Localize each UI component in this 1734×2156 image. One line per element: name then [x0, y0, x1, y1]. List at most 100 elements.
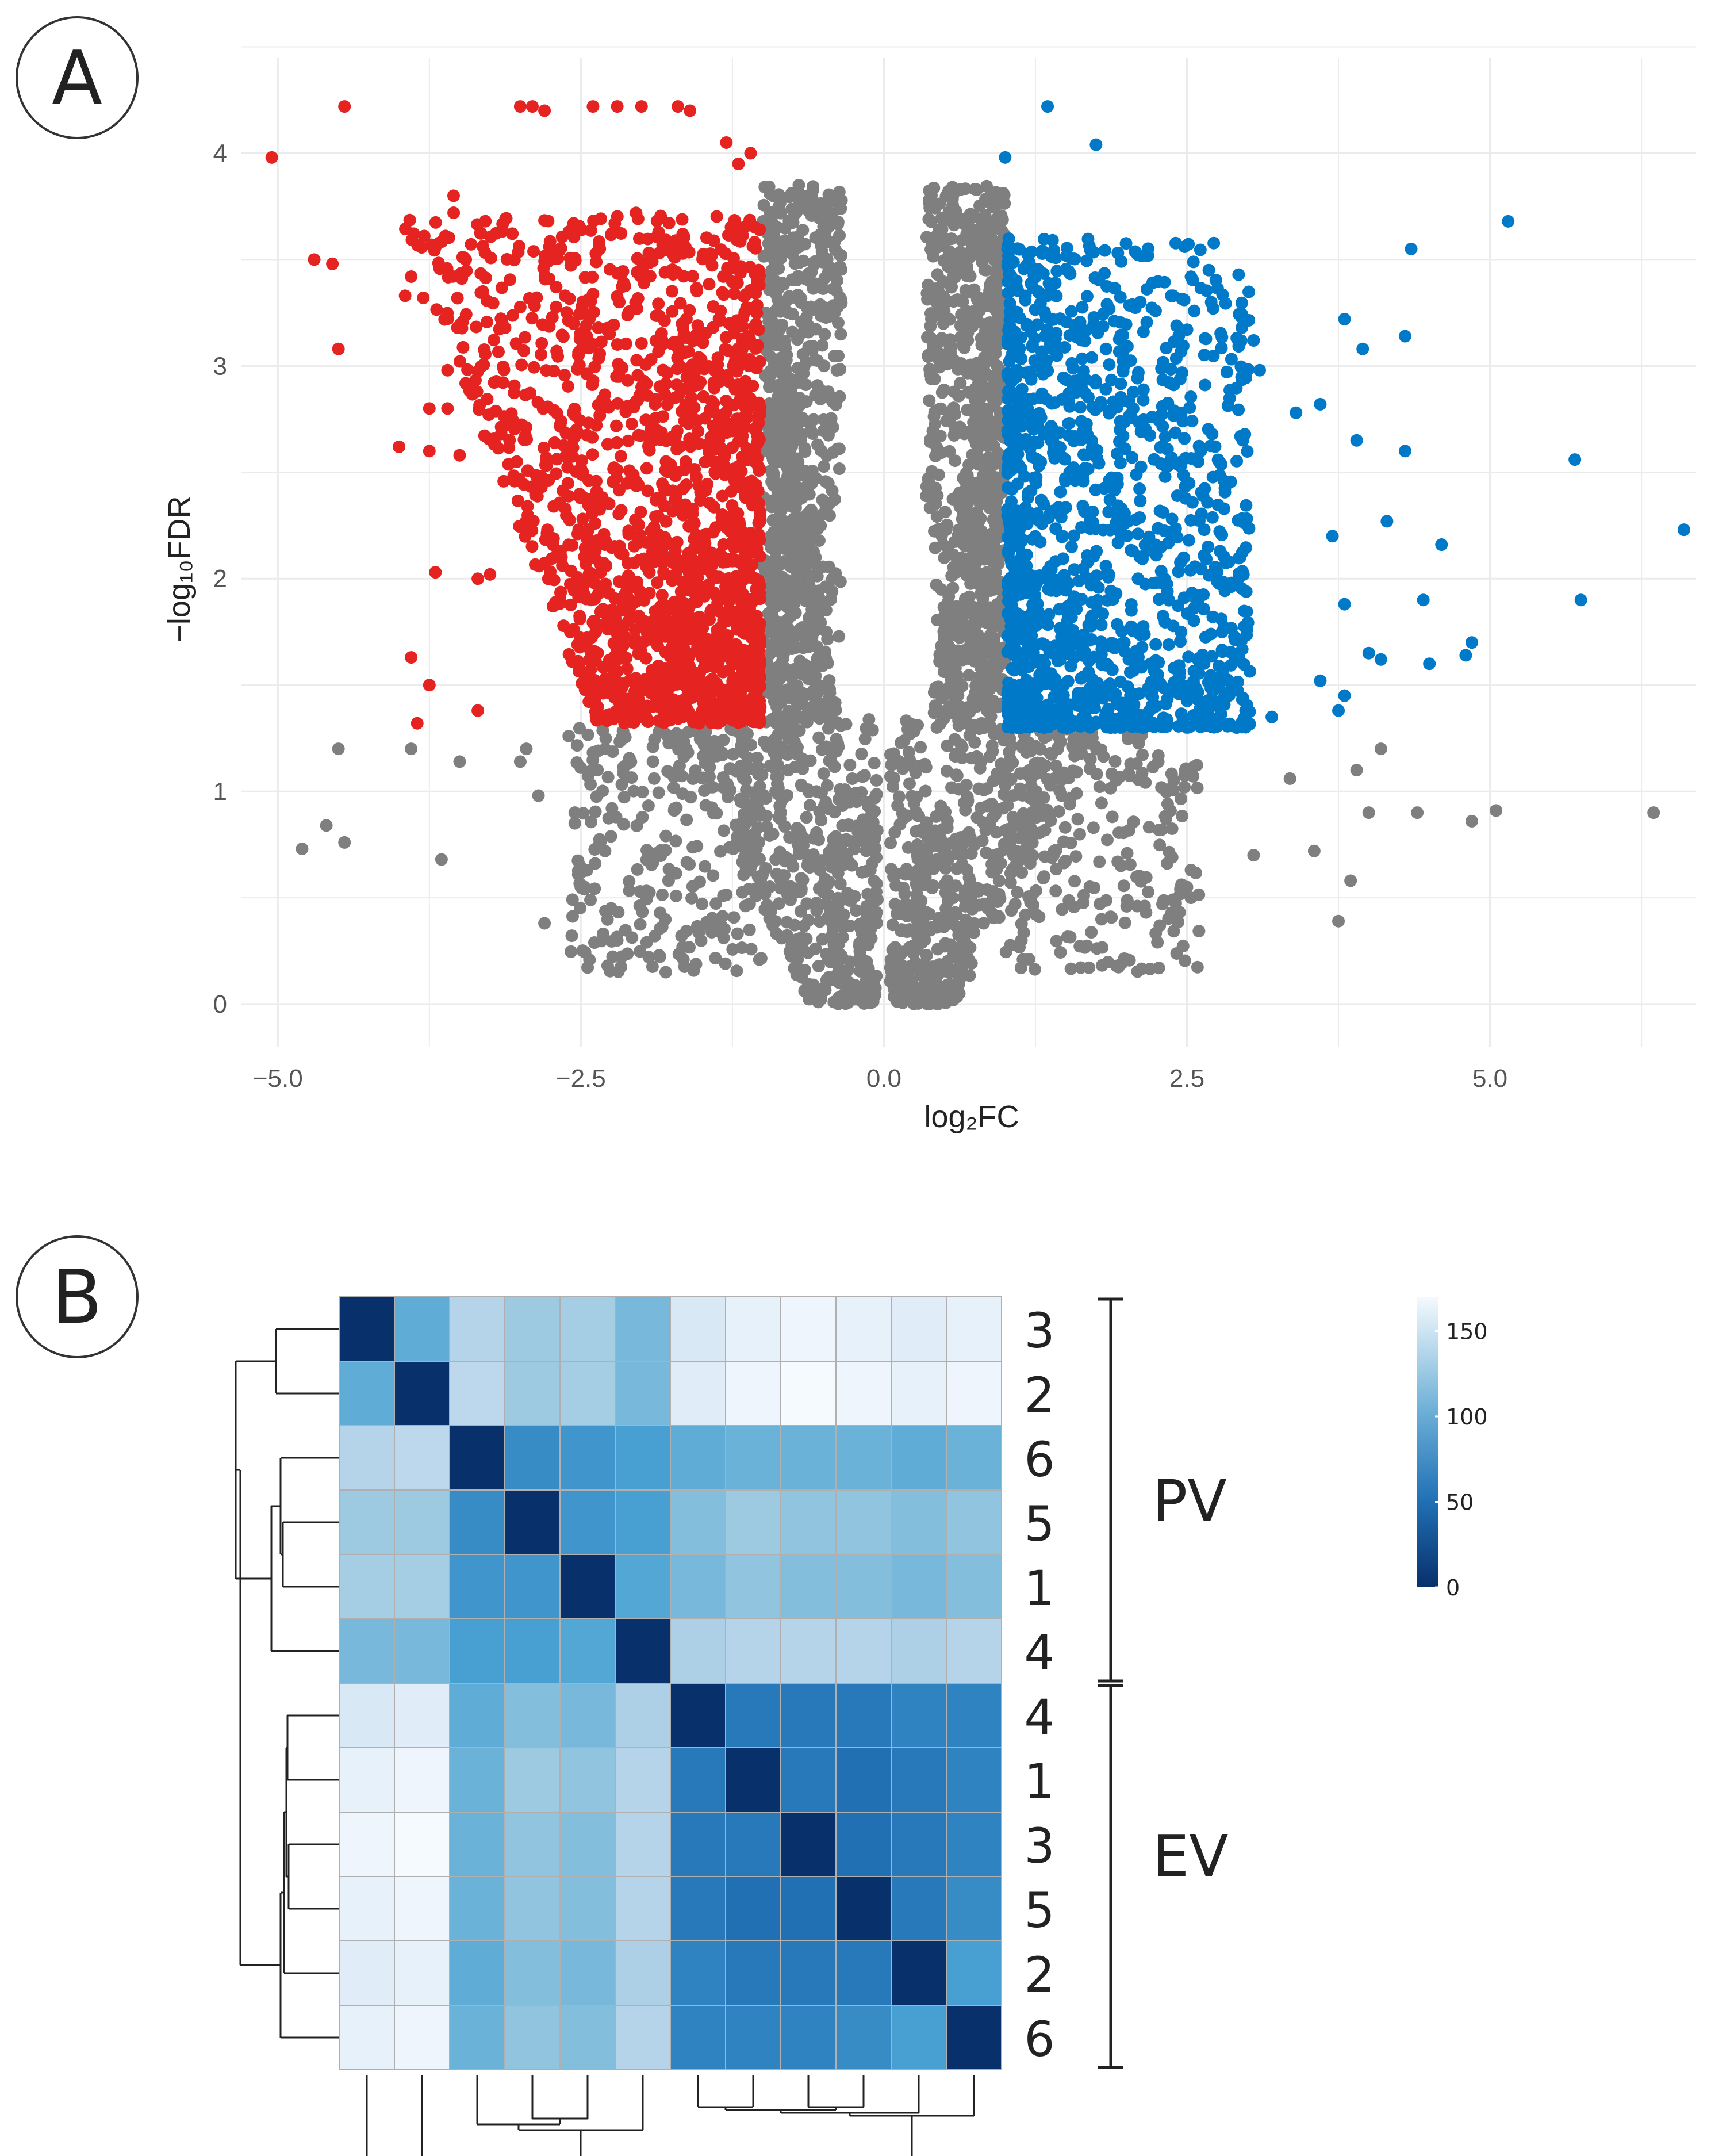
- down-point: [590, 485, 603, 498]
- ns-point: [886, 758, 899, 771]
- ns-point: [781, 888, 794, 901]
- ns-point: [1004, 939, 1017, 952]
- ns-point: [696, 897, 709, 910]
- ns-point: [910, 848, 923, 861]
- down-point: [474, 267, 488, 280]
- down-point: [499, 212, 512, 225]
- down-point: [738, 673, 751, 686]
- down-point: [710, 571, 723, 584]
- down-point: [635, 336, 648, 350]
- ns-point: [817, 424, 830, 438]
- ns-point: [965, 208, 978, 221]
- ns-point: [864, 826, 877, 839]
- ns-point: [794, 905, 807, 918]
- ns-point: [956, 362, 969, 376]
- ns-point: [1191, 960, 1204, 974]
- ns-point: [945, 280, 958, 293]
- down-point: [608, 217, 622, 230]
- down-point: [720, 426, 733, 439]
- down-point: [657, 617, 670, 630]
- ns-point: [987, 664, 1000, 677]
- ns-point: [1052, 805, 1065, 818]
- down-point: [520, 432, 534, 446]
- ns-point: [792, 458, 805, 472]
- volcano-points: [265, 100, 1690, 979]
- ns-point: [914, 741, 927, 754]
- down-point: [528, 558, 542, 571]
- ns-point: [589, 805, 602, 818]
- ns-point: [884, 836, 897, 849]
- ns-point: [734, 837, 747, 850]
- down-point: [567, 231, 581, 244]
- ns-point: [1094, 897, 1107, 910]
- ns-point: [813, 281, 826, 294]
- down-point: [615, 227, 628, 240]
- ns-point: [749, 890, 762, 903]
- ns-point: [900, 714, 913, 727]
- ns-point: [834, 363, 847, 376]
- down-point: [407, 227, 420, 240]
- ns-point: [1090, 942, 1103, 955]
- down-point: [700, 527, 713, 541]
- down-point: [403, 213, 416, 227]
- down-point: [722, 592, 735, 606]
- ns-point: [924, 312, 938, 325]
- ns-point: [680, 813, 693, 826]
- up-point: [1215, 528, 1229, 541]
- ns-point: [1004, 753, 1017, 766]
- down-point: [649, 412, 662, 425]
- ns-point: [792, 527, 805, 540]
- down-point: [717, 702, 730, 715]
- ns-point: [954, 551, 967, 564]
- down-point: [604, 228, 617, 242]
- ns-point: [1057, 766, 1071, 779]
- ns-point: [984, 629, 997, 642]
- ns-point: [792, 432, 805, 445]
- ns-point: [964, 577, 977, 590]
- ns-point: [1064, 930, 1077, 944]
- down-point: [497, 474, 511, 488]
- ns-point: [823, 219, 837, 232]
- ns-point: [806, 427, 819, 441]
- ns-point: [772, 200, 785, 213]
- ns-point: [604, 964, 617, 978]
- ns-point: [684, 791, 697, 804]
- ns-point: [903, 777, 916, 790]
- down-point: [442, 231, 455, 244]
- down-point: [695, 682, 708, 695]
- ns-point: [703, 770, 716, 783]
- down-point: [623, 606, 636, 619]
- down-point: [753, 550, 766, 563]
- up-point: [1159, 698, 1172, 711]
- ns-point: [937, 383, 950, 396]
- ns-point: [895, 962, 908, 975]
- down-point: [589, 545, 602, 558]
- down-point: [622, 399, 635, 412]
- ns-point: [924, 372, 938, 385]
- ns-point: [659, 913, 672, 926]
- down-point: [747, 320, 761, 334]
- ns-point: [962, 526, 975, 539]
- ns-point: [781, 929, 794, 942]
- down-point: [535, 336, 548, 350]
- ns-point: [735, 941, 749, 955]
- ns-point: [924, 189, 938, 202]
- ns-point: [686, 772, 700, 785]
- ns-point: [734, 760, 747, 773]
- down-point: [592, 352, 605, 365]
- down-point: [655, 588, 669, 602]
- down-point: [503, 434, 516, 447]
- down-point: [530, 291, 543, 304]
- ns-point: [592, 839, 605, 852]
- ns-point: [961, 619, 974, 633]
- ns-point: [619, 730, 632, 744]
- ns-point: [1123, 953, 1136, 967]
- ns-point: [820, 269, 834, 282]
- ns-point: [992, 447, 1005, 460]
- ns-point: [782, 461, 795, 474]
- ns-point: [1093, 855, 1106, 868]
- down-point: [684, 436, 697, 449]
- ns-point: [1121, 894, 1134, 907]
- ns-point: [1173, 906, 1186, 919]
- down-point: [696, 711, 709, 724]
